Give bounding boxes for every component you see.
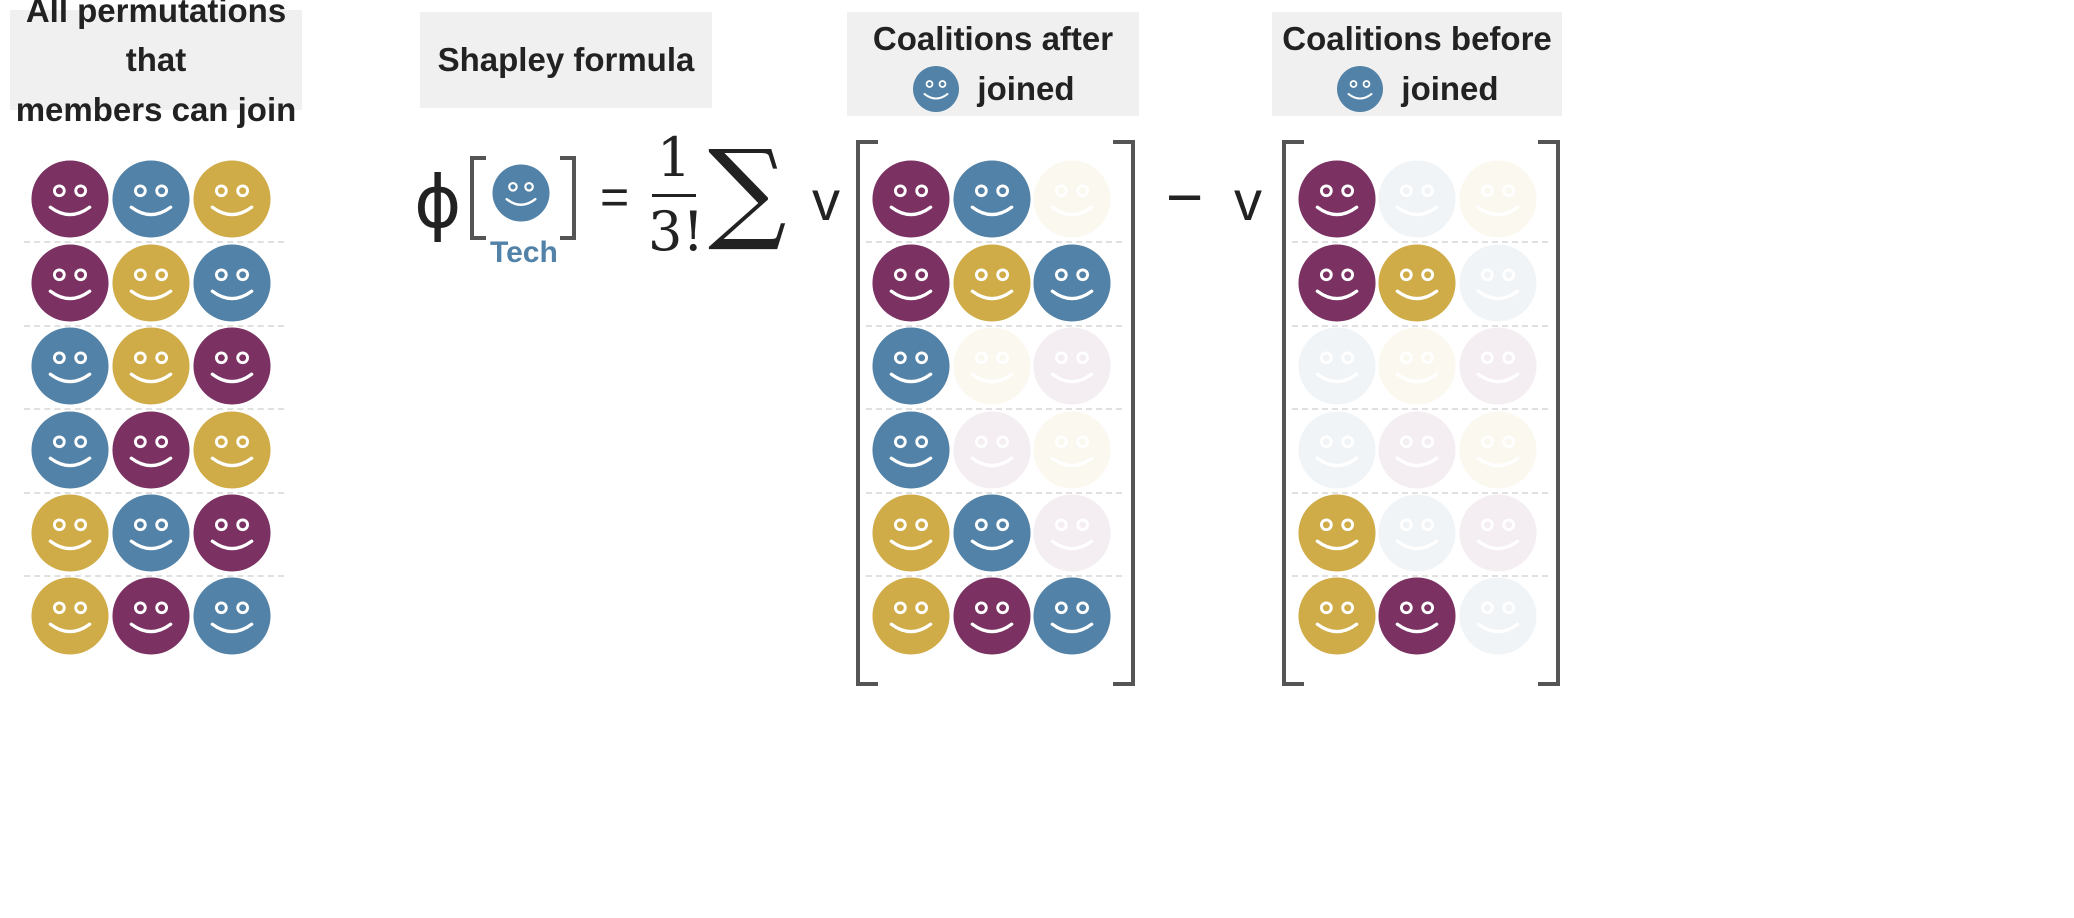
before-header-line1: Coalitions before: [1282, 20, 1552, 58]
before-face-gold: [1459, 411, 1537, 489]
before-face-blue: [1298, 327, 1376, 405]
permutation-face-purple: [193, 494, 271, 572]
after-face-gold: [1033, 160, 1111, 238]
before-face-purple: [1459, 494, 1537, 572]
sum-symbol: ∑: [708, 126, 787, 254]
after-face-purple: [953, 577, 1031, 655]
permutation-row-divider: [24, 407, 284, 410]
before-face-gold: [1378, 327, 1456, 405]
before-face-purple: [1298, 160, 1376, 238]
permutation-row-divider: [24, 574, 284, 577]
permutation-row-divider: [24, 324, 284, 327]
permutation-face-purple: [112, 411, 190, 489]
permutation-face-gold: [112, 244, 190, 322]
before-face-blue: [1378, 160, 1456, 238]
permutations-header: All permutations that members can join: [10, 0, 302, 128]
before-face-blue: [1378, 494, 1456, 572]
after-face-purple: [1033, 327, 1111, 405]
permutation-face-gold: [112, 327, 190, 405]
after-face-blue: [953, 494, 1031, 572]
after-row-divider: [866, 491, 1122, 494]
after-row-divider: [866, 324, 1122, 327]
after-face-gold: [872, 577, 950, 655]
minus-sign: −: [1166, 161, 1204, 233]
player-bracket-left: [470, 156, 486, 240]
permutation-row-divider: [24, 491, 284, 494]
permutation-face-gold: [193, 411, 271, 489]
after-bracket-right: [1113, 140, 1135, 686]
permutation-face-gold: [31, 577, 109, 655]
permutation-face-blue: [193, 244, 271, 322]
before-row-divider: [1292, 240, 1548, 243]
before-face-gold: [1298, 494, 1376, 572]
permutation-row-divider: [24, 240, 284, 243]
before-face-gold: [1378, 244, 1456, 322]
tech-face-icon: [492, 164, 550, 222]
after-row-divider: [866, 240, 1122, 243]
before-header: Coalitions before joined: [1272, 12, 1562, 116]
permutation-face-gold: [31, 494, 109, 572]
player-label: Tech: [490, 236, 558, 269]
fraction-denominator: 3!: [648, 200, 705, 263]
after-face-purple: [1033, 494, 1111, 572]
after-face-purple: [953, 411, 1031, 489]
permutation-face-purple: [112, 577, 190, 655]
equals-sign: =: [600, 169, 630, 225]
after-face-purple: [872, 244, 950, 322]
before-row-divider: [1292, 407, 1548, 410]
before-bracket-left: [1282, 140, 1304, 686]
after-header-line1: Coalitions after: [872, 20, 1114, 58]
after-face-gold: [953, 327, 1031, 405]
after-face-gold: [953, 244, 1031, 322]
before-face-purple: [1298, 244, 1376, 322]
permutation-face-blue: [193, 577, 271, 655]
before-face-gold: [1459, 160, 1537, 238]
before-row-divider: [1292, 324, 1548, 327]
fraction-numerator: 1: [656, 126, 692, 189]
v-after: v: [812, 169, 840, 232]
blue-face-icon: [1337, 65, 1384, 112]
after-face-blue: [872, 327, 950, 405]
permutation-face-blue: [31, 327, 109, 405]
after-face-blue: [1033, 244, 1111, 322]
after-face-blue: [953, 160, 1031, 238]
before-face-blue: [1298, 411, 1376, 489]
formula-header: Shapley formula: [420, 12, 712, 108]
permutation-face-purple: [31, 160, 109, 238]
permutation-face-purple: [193, 327, 271, 405]
permutation-face-blue: [31, 411, 109, 489]
after-header: Coalitions after joined: [847, 12, 1139, 116]
blue-face-icon: [913, 65, 960, 112]
before-face-purple: [1378, 577, 1456, 655]
permutation-face-gold: [193, 160, 271, 238]
v-before: v: [1234, 169, 1262, 232]
fraction-bar: [652, 194, 696, 197]
before-bracket-right: [1538, 140, 1560, 686]
before-face-blue: [1459, 577, 1537, 655]
permutation-face-purple: [31, 244, 109, 322]
permutation-face-blue: [112, 160, 190, 238]
before-header-line2: joined: [1401, 70, 1499, 107]
before-face-purple: [1378, 411, 1456, 489]
after-row-divider: [866, 407, 1122, 410]
after-header-line2: joined: [977, 70, 1075, 107]
permutations-header-line1: All permutations that: [25, 0, 287, 79]
after-face-gold: [872, 494, 950, 572]
phi-symbol: ϕ: [414, 160, 462, 244]
before-row-divider: [1292, 491, 1548, 494]
permutations-header-line2: members can join: [15, 90, 297, 128]
after-face-purple: [872, 160, 950, 238]
before-face-gold: [1298, 577, 1376, 655]
before-face-blue: [1459, 244, 1537, 322]
after-face-gold: [1033, 411, 1111, 489]
after-face-blue: [1033, 577, 1111, 655]
formula-header-label: Shapley formula: [437, 41, 695, 79]
player-bracket-right: [560, 156, 576, 240]
permutation-face-blue: [112, 494, 190, 572]
before-face-purple: [1459, 327, 1537, 405]
after-face-blue: [872, 411, 950, 489]
after-row-divider: [866, 574, 1122, 577]
after-bracket-left: [856, 140, 878, 686]
before-row-divider: [1292, 574, 1548, 577]
